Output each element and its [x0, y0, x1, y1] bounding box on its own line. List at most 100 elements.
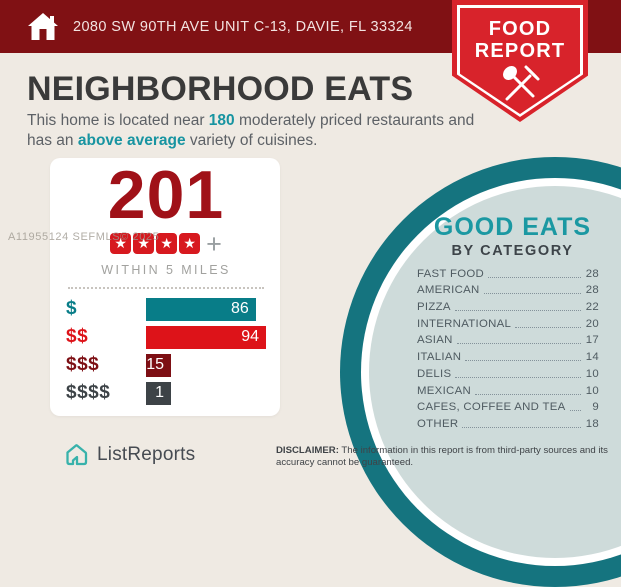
category-row: ITALIAN 14 [417, 348, 599, 365]
category-label: MEXICAN [417, 384, 471, 397]
restaurant-summary-card: 201 ★ ★ ★ ★ + WITHIN 5 MILES $86 $$ 94 $$$ 15 $$$… [50, 158, 280, 416]
price-bar-row: $$ 94 [66, 325, 266, 349]
page-title: NEIGHBORHOOD EATS [27, 70, 414, 108]
subtitle-text: variety of cuisines. [185, 132, 318, 150]
subtitle-line1: This home is located near 180 moderately… [27, 111, 474, 131]
price-bar-row: $$$$ 1 [66, 381, 266, 405]
price-tier-label: $$ [66, 326, 89, 348]
badge-line2: REPORT [474, 39, 566, 62]
category-value: 18 [585, 417, 599, 430]
price-bar: 1 [146, 381, 171, 405]
disclaimer: DISCLAIMER: The information in this repo… [276, 445, 614, 468]
category-value: 17 [585, 334, 599, 347]
dotted-leader [455, 376, 581, 378]
badge-title: FOOD REPORT [474, 18, 566, 62]
good-eats-heading: GOOD EATS BY CATEGORY [405, 213, 620, 259]
dotted-leader [454, 310, 581, 312]
category-label: FAST FOOD [417, 267, 485, 280]
subtitle-line2: has an above average variety of cuisines… [27, 131, 474, 151]
good-eats-subtitle: BY CATEGORY [451, 243, 574, 259]
star-rating: ★ ★ ★ ★ + [66, 228, 266, 259]
listreports-logo-text: ListReports [97, 444, 196, 465]
category-label: PIZZA [417, 301, 451, 314]
mls-watermark: A11955124 SEFMLS© 2025 [8, 231, 160, 243]
price-bar-row: $$$ 15 [66, 353, 266, 377]
price-bar-track: 86 [146, 297, 266, 321]
price-tier-label: $$$$ [66, 382, 111, 404]
price-bar-value: 94 [241, 328, 259, 346]
category-row: FAST FOOD 28 [417, 265, 599, 282]
disclaimer-text: The information in this report is from t… [276, 445, 608, 468]
subtitle-text: moderately priced restaurants and [234, 112, 475, 129]
dotted-leader [475, 393, 581, 395]
price-tier-label: $ [66, 298, 78, 320]
price-bar: 94 [146, 325, 266, 349]
category-value: 9 [592, 401, 599, 414]
category-row: AMERICAN 28 [417, 282, 599, 299]
price-bar: 15 [146, 353, 171, 377]
price-bar-track: 94 [146, 325, 266, 349]
spoon-fork-icon [503, 65, 540, 101]
category-row: DELIS 10 [417, 365, 599, 382]
price-bar: 86 [146, 297, 256, 321]
intro-subtitle: This home is located near 180 moderately… [27, 111, 474, 152]
category-label: ITALIAN [417, 351, 462, 364]
category-row: OTHER 18 [417, 415, 599, 432]
price-tier-label: $$$ [66, 354, 100, 376]
disclaimer-label: DISCLAIMER: [276, 445, 339, 456]
star-icon: ★ [179, 233, 201, 255]
radius-caption: WITHIN 5 MILES [101, 262, 231, 277]
category-value: 10 [585, 367, 599, 380]
dotted-leader [465, 360, 581, 362]
category-label: INTERNATIONAL [417, 317, 512, 330]
category-row: PIZZA 22 [417, 298, 599, 315]
variety-highlight: above average [77, 132, 186, 150]
category-row: CAFES, COFFEE AND TEA 9 [417, 399, 599, 416]
listreports-logo: ListReports [64, 443, 195, 467]
category-value: 10 [585, 384, 599, 397]
category-value: 28 [585, 284, 599, 297]
dotted-divider [68, 286, 264, 289]
price-bar-value: 1 [155, 384, 164, 402]
dotted-leader [488, 276, 581, 278]
dotted-leader [569, 410, 581, 412]
category-row: ASIAN 17 [417, 332, 599, 349]
badge-line1: FOOD [488, 18, 552, 40]
restaurant-count-highlight: 180 [208, 112, 235, 129]
price-bar-value: 15 [146, 356, 164, 374]
badge-inner: FOOD REPORT [460, 8, 580, 114]
price-bar-track: 1 [146, 381, 266, 405]
price-bar-chart: $86 $$ 94 $$$ 15 $$$$ 1 [66, 297, 266, 405]
category-value: 22 [585, 301, 599, 314]
category-list: FAST FOOD 28 AMERICAN 28 PIZZA 22 INTERNATIONA… [417, 265, 599, 432]
dotted-leader [462, 426, 581, 428]
star-icon: ★ [156, 233, 178, 255]
category-label: DELIS [417, 367, 452, 380]
listreports-house-icon [66, 444, 88, 466]
food-report-badge: FOOD REPORT [452, 0, 588, 122]
category-label: ASIAN [417, 334, 453, 347]
category-label: CAFES, COFFEE AND TEA [417, 401, 566, 414]
price-bar-row: $86 [66, 297, 266, 321]
dotted-leader [483, 293, 581, 295]
plus-sign: + [206, 228, 222, 259]
category-value: 14 [585, 351, 599, 364]
dotted-leader [515, 326, 581, 328]
category-row: MEXICAN 10 [417, 382, 599, 399]
category-value: 28 [585, 267, 599, 280]
subtitle-text: has an [27, 132, 78, 150]
category-label: OTHER [417, 417, 459, 430]
property-address: 2080 SW 90TH AVE UNIT C-13, DAVIE, FL 33… [73, 18, 413, 35]
category-label: AMERICAN [417, 284, 480, 297]
good-eats-title: GOOD EATS [433, 213, 592, 241]
category-row: INTERNATIONAL 20 [417, 315, 599, 332]
price-bar-track: 15 [146, 353, 266, 377]
total-restaurant-count: 201 [107, 157, 225, 233]
home-icon [28, 12, 58, 40]
category-value: 20 [585, 317, 599, 330]
dotted-leader [456, 343, 581, 345]
price-bar-value: 86 [230, 300, 249, 318]
subtitle-text: This home is located near [27, 112, 209, 129]
star-icon: ★ [133, 233, 155, 255]
star-icon: ★ [110, 233, 132, 255]
